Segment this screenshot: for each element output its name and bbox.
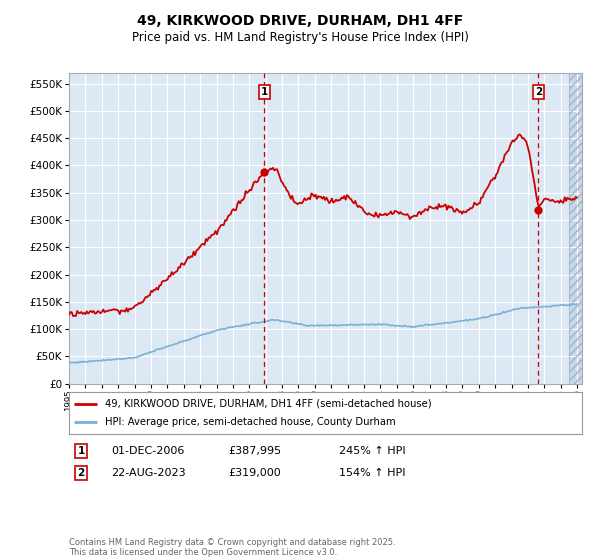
Text: 2: 2	[77, 468, 85, 478]
Text: 49, KIRKWOOD DRIVE, DURHAM, DH1 4FF (semi-detached house): 49, KIRKWOOD DRIVE, DURHAM, DH1 4FF (sem…	[105, 399, 431, 409]
Text: £319,000: £319,000	[228, 468, 281, 478]
Text: Price paid vs. HM Land Registry's House Price Index (HPI): Price paid vs. HM Land Registry's House …	[131, 31, 469, 44]
Text: 1: 1	[261, 87, 268, 97]
Text: Contains HM Land Registry data © Crown copyright and database right 2025.
This d: Contains HM Land Registry data © Crown c…	[69, 538, 395, 557]
Text: 22-AUG-2023: 22-AUG-2023	[111, 468, 185, 478]
Text: 49, KIRKWOOD DRIVE, DURHAM, DH1 4FF: 49, KIRKWOOD DRIVE, DURHAM, DH1 4FF	[137, 14, 463, 28]
Text: 01-DEC-2006: 01-DEC-2006	[111, 446, 184, 456]
Text: 2: 2	[535, 87, 542, 97]
Bar	[569, 73, 585, 384]
Text: 1: 1	[77, 446, 85, 456]
Bar	[569, 73, 585, 384]
Text: HPI: Average price, semi-detached house, County Durham: HPI: Average price, semi-detached house,…	[105, 417, 395, 427]
Text: £387,995: £387,995	[228, 446, 281, 456]
Text: 245% ↑ HPI: 245% ↑ HPI	[339, 446, 406, 456]
Text: 154% ↑ HPI: 154% ↑ HPI	[339, 468, 406, 478]
